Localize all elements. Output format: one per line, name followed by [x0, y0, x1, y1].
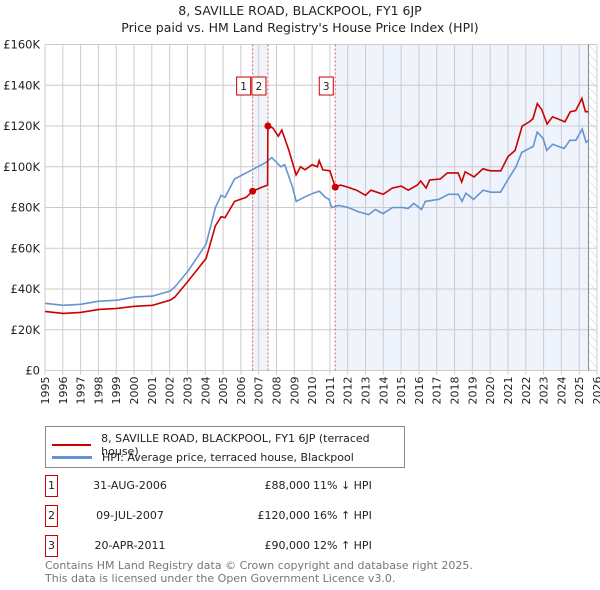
sale-date: 31-AUG-2006 [93, 479, 167, 492]
price-chart: 1995 1996 1997 1998 1999 2000 2001 2002 2003 2004… [3, 38, 600, 405]
y-tick-label: £140K [3, 78, 40, 92]
x-tick-label: 2007 [253, 377, 266, 405]
sale-row-1: 1 31-AUG-2006 £88,000 11% ↓ HPI [45, 475, 445, 497]
x-tick-label: 2023 [538, 377, 551, 405]
x-tick-label: 2026 [591, 377, 600, 405]
footer-copyright: Contains HM Land Registry data © Crown c… [45, 559, 473, 572]
sale-label-box [251, 76, 267, 96]
chart-subtitle: Price paid vs. HM Land Registry's House … [121, 20, 479, 35]
x-tick-label: 2011 [324, 377, 337, 405]
property-price-line [44, 96, 589, 315]
x-tick-label: 2017 [431, 377, 444, 405]
legend-label-property: 8, SAVILLE ROAD, BLACKPOOL, FY1 6JP (ter… [101, 432, 370, 458]
x-tick-label: 2016 [413, 377, 426, 405]
footer-licence: This data is licensed under the Open Gov… [45, 572, 396, 585]
sale-hpi-diff: 16% ↑ HPI [313, 509, 372, 522]
legend-item-property: 8, SAVILLE ROAD, BLACKPOOL, FY1 6JP (ter… [52, 432, 404, 458]
y-tick-label: £120K [3, 119, 40, 133]
x-tick-label: 2021 [502, 377, 515, 405]
y-tick-label: £60K [11, 241, 41, 255]
y-tick-label: £20K [11, 323, 41, 337]
y-tick-label: £40K [11, 282, 41, 296]
x-tick-label: 2010 [306, 377, 319, 405]
x-tick-label: 2013 [360, 377, 373, 405]
x-tick-label: 2018 [449, 377, 462, 405]
x-tick-label: 1997 [75, 377, 88, 405]
sale-hpi-diff: 12% ↑ HPI [313, 539, 372, 552]
sale-label: 2 [256, 81, 263, 93]
sale-price: £88,000 [264, 479, 311, 492]
x-tick-label: 2002 [164, 377, 177, 405]
sale-label-box [318, 76, 334, 96]
sale-row-3: 3 20-APR-2011 £90,000 12% ↑ HPI [45, 535, 445, 557]
x-tick-label: 2022 [520, 377, 533, 405]
legend-item-hpi: HPI: Average price, terraced house, Blac… [52, 451, 354, 464]
y-tick-label: £100K [3, 160, 40, 174]
sale-price: £120,000 [257, 509, 311, 522]
x-tick-label: 2015 [395, 377, 408, 405]
x-tick-label: 2000 [128, 377, 141, 405]
legend-label-hpi: HPI: Average price, terraced house, Blac… [102, 451, 354, 464]
sale-date: 09-JUL-2007 [96, 509, 164, 522]
sale-label-box [236, 76, 252, 96]
x-tick-label: 2009 [288, 377, 301, 405]
hpi-line-swatch [52, 456, 92, 459]
hpi-line [44, 127, 590, 307]
property-line-swatch [52, 443, 92, 447]
legend: 8, SAVILLE ROAD, BLACKPOOL, FY1 6JP (ter… [45, 426, 405, 468]
sale-hpi-diff: 11% ↓ HPI [313, 479, 372, 492]
x-tick-label: 2020 [484, 377, 497, 405]
sale-price: £90,000 [264, 539, 311, 552]
sale-point [264, 122, 272, 130]
x-tick-label: 1998 [92, 377, 105, 405]
x-tick-label: 2008 [270, 377, 283, 405]
x-tick-label: 2005 [217, 377, 230, 405]
y-tick-label: £160K [3, 38, 40, 52]
x-tick-label: 2004 [199, 377, 212, 405]
chart-title: 8, SAVILLE ROAD, BLACKPOOL, FY1 6JP [178, 3, 422, 18]
sale-label: 3 [323, 81, 330, 93]
y-tick-label: £0 [25, 364, 40, 378]
x-tick-label: 1995 [39, 377, 52, 405]
x-tick-label: 2025 [573, 377, 586, 405]
sale-number: 2 [45, 505, 58, 527]
sale-label: 1 [240, 81, 247, 93]
y-tick-label: £80K [11, 201, 41, 215]
x-tick-label: 2001 [146, 377, 159, 405]
x-tick-label: 2019 [466, 377, 479, 405]
sale-point [249, 187, 257, 195]
x-tick-label: 2024 [555, 377, 568, 405]
x-tick-label: 2014 [377, 377, 390, 405]
x-tick-label: 1996 [57, 377, 70, 405]
sale-row-2: 2 09-JUL-2007 £120,000 16% ↑ HPI [45, 505, 445, 527]
x-tick-label: 2012 [342, 377, 355, 405]
x-tick-label: 2006 [235, 377, 248, 405]
sale-point [331, 183, 339, 191]
sale-number: 1 [45, 475, 58, 497]
x-tick-label: 2003 [181, 377, 194, 405]
sale-number: 3 [45, 535, 58, 557]
sale-date: 20-APR-2011 [94, 539, 166, 552]
x-tick-label: 1999 [110, 377, 123, 405]
